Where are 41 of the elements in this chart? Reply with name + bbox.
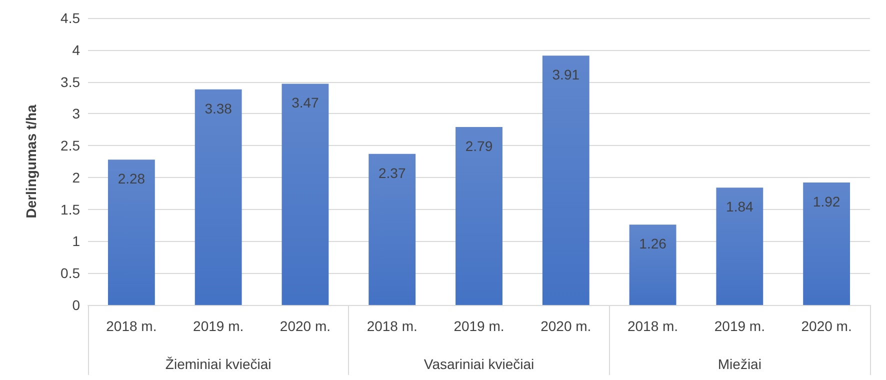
y-tick-label: 0.5 (60, 265, 80, 282)
data-label: 2.37 (378, 164, 406, 181)
bar (803, 182, 850, 305)
bar (194, 89, 242, 305)
x-tick-label: 2020 m. (540, 318, 592, 334)
x-tick-label: 2018 m. (106, 318, 157, 334)
text: Žieminiai kviečiai (165, 356, 272, 372)
y-tick-label: 0 (72, 297, 80, 313)
x-tick-label: 2019 m. (193, 318, 244, 334)
bar (456, 127, 502, 305)
bar (629, 224, 676, 305)
x-tick-label: 2020 m. (280, 318, 331, 334)
data-label: 2.28 (118, 170, 146, 187)
data-label: 1.84 (726, 198, 754, 215)
y-tick-label: 1 (72, 233, 80, 250)
x-tick-label: 2018 m. (366, 318, 418, 334)
bar (716, 188, 764, 305)
bar (368, 154, 416, 305)
y-axis-title: Derlingumas t/ha (23, 104, 39, 218)
y-tick-label: 1.5 (60, 201, 80, 218)
data-label: 2.79 (465, 138, 493, 154)
y-tick-label: 3 (72, 106, 80, 122)
y-tick-label: 2.5 (60, 138, 80, 154)
text: Vasariniai kviečiai (424, 356, 534, 372)
data-label: 3.47 (292, 94, 320, 111)
y-tick-label: 2 (72, 169, 80, 186)
y-tick-label: 4 (72, 42, 80, 58)
bar (108, 160, 155, 305)
data-label: 1.92 (812, 194, 840, 210)
bar (282, 84, 329, 305)
data-label: 3.91 (552, 66, 580, 83)
x-tick-label: 2020 m. (801, 318, 852, 334)
text: Miežiai (718, 356, 762, 372)
data-label: 3.38 (204, 100, 232, 116)
x-tick-label: 2019 m. (714, 318, 765, 334)
data-label: 1.26 (639, 236, 667, 252)
x-tick-label: 2018 m. (627, 318, 678, 334)
y-tick-label: 3.5 (60, 74, 80, 90)
bar (542, 56, 590, 305)
x-tick-label: 2019 m. (454, 318, 504, 334)
y-tick-label: 4.5 (60, 10, 80, 26)
